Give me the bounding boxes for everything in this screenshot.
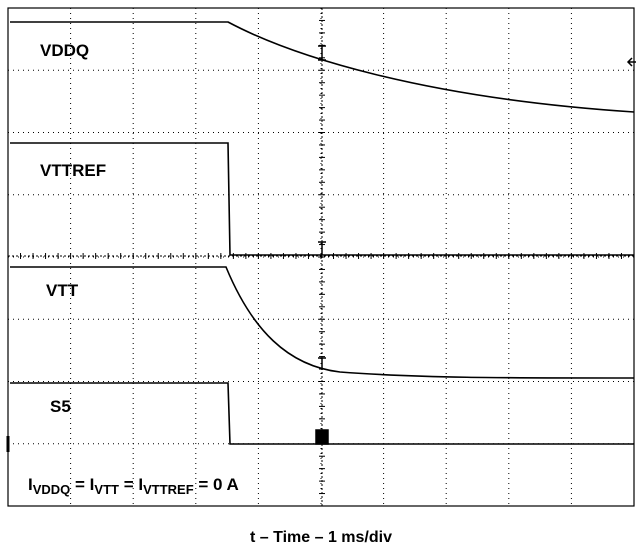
vttref-trace [10, 142, 634, 256]
annotation: IVDDQ = IVTT = IVTTREF = 0 A [28, 475, 239, 497]
caption: t – Time – 1 ms/div [250, 529, 392, 546]
trace-label: VTTREF [40, 161, 106, 180]
annotation-text: = I [119, 475, 143, 494]
annotation-text: = 0 A [194, 475, 239, 494]
trigger-markers [315, 45, 329, 445]
annotation-text: I [28, 475, 33, 494]
marker [318, 241, 326, 255]
trace-label: VTT [46, 281, 79, 300]
subscript: VDDQ [33, 482, 71, 497]
trace-label: VDDQ [40, 41, 89, 60]
marker [318, 357, 326, 370]
annotation-text: = I [70, 475, 94, 494]
s5-trace [10, 382, 634, 445]
vtt-trace [10, 266, 635, 379]
marker [315, 429, 329, 445]
vddq-trace [10, 21, 635, 113]
ref-arrow [626, 57, 636, 67]
trace-label: S5 [50, 397, 71, 416]
subscript: VTTREF [143, 482, 194, 497]
subscript: VTT [94, 482, 119, 497]
marker [318, 45, 326, 61]
